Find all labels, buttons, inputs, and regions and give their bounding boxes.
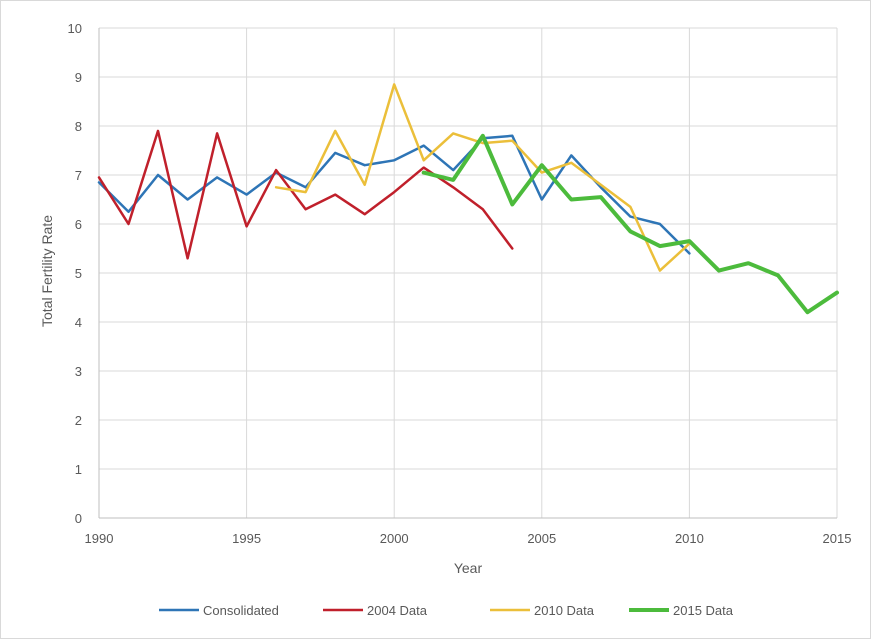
gridlines [98,27,838,519]
y-tick-label: 9 [75,70,82,85]
y-tick-label: 6 [75,217,82,232]
legend-item: Consolidated [159,603,279,618]
legend-label: Consolidated [203,603,279,618]
legend-label: 2015 Data [673,603,734,618]
legend-item: 2010 Data [490,603,595,618]
y-axis-title: Total Fertility Rate [39,215,55,327]
y-tick-label: 4 [75,315,82,330]
legend-label: 2010 Data [534,603,595,618]
y-tick-label: 1 [75,462,82,477]
series-line-2010-data [274,83,691,272]
y-tick-label: 10 [68,21,82,36]
x-tick-label: 2010 [675,531,704,546]
x-axis-title: Year [454,560,483,576]
x-tick-label: 2000 [380,531,409,546]
y-tick-label: 7 [75,168,82,183]
series-line-2015-data [421,133,839,315]
series-lines [97,83,839,315]
y-tick-label: 8 [75,119,82,134]
x-tick-label: 2015 [823,531,852,546]
y-tick-label: 0 [75,511,82,526]
y-tick-label: 3 [75,364,82,379]
series-line-2004-data [97,129,514,260]
legend-item: 2004 Data [323,603,428,618]
x-tick-label: 2005 [527,531,556,546]
y-tick-label: 2 [75,413,82,428]
axes: 0 1 2 3 4 5 6 7 8 9 10 1990 1995 2000 2005 2010 2015 [68,21,852,546]
x-tick-label: 1995 [232,531,261,546]
legend-item: 2015 Data [629,603,734,618]
legend: Consolidated 2004 Data 2010 Data 2015 Data [159,603,734,618]
legend-label: 2004 Data [367,603,428,618]
x-tick-label: 1990 [85,531,114,546]
y-tick-label: 5 [75,266,82,281]
